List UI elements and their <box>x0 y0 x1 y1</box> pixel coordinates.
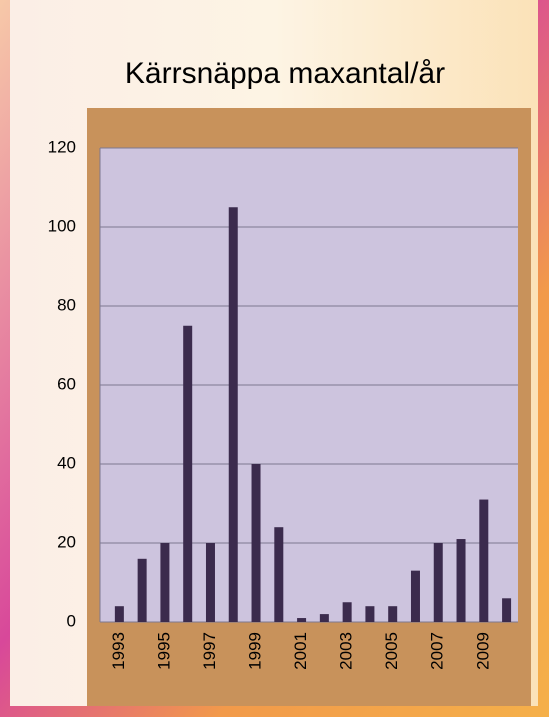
bar <box>502 598 512 622</box>
chart-title: Kärrsnäppa maxantal/år <box>125 57 445 90</box>
y-tick-label: 120 <box>48 137 76 156</box>
bar <box>274 527 284 622</box>
x-tick-label: 2009 <box>473 632 492 670</box>
bar <box>365 606 375 622</box>
x-tick-label: 1999 <box>246 632 265 670</box>
bar <box>114 606 124 622</box>
y-tick-label: 60 <box>57 374 76 393</box>
x-tick-label: 2003 <box>337 632 356 670</box>
bar <box>137 558 147 622</box>
bar <box>160 543 170 622</box>
bar <box>251 464 261 622</box>
bar <box>410 570 420 622</box>
bar <box>183 325 193 622</box>
bar <box>456 539 466 622</box>
bar <box>388 606 398 622</box>
y-tick-label: 40 <box>57 453 76 472</box>
bar <box>297 618 307 622</box>
x-tick-label: 2007 <box>428 632 447 670</box>
y-tick-label: 80 <box>57 295 76 314</box>
x-tick-label: 1995 <box>154 632 173 670</box>
y-tick-label: 20 <box>57 532 76 551</box>
bar <box>342 602 352 622</box>
y-tick-label: 100 <box>48 216 76 235</box>
x-tick-label: 1993 <box>109 632 128 670</box>
bar <box>479 499 489 622</box>
x-tick-label: 2001 <box>291 632 310 670</box>
bar <box>228 207 238 622</box>
bar <box>205 543 215 622</box>
x-tick-label: 1997 <box>200 632 219 670</box>
y-tick-label: 0 <box>67 611 76 630</box>
bar <box>319 614 329 622</box>
bar <box>433 543 443 622</box>
x-tick-label: 2005 <box>382 632 401 670</box>
